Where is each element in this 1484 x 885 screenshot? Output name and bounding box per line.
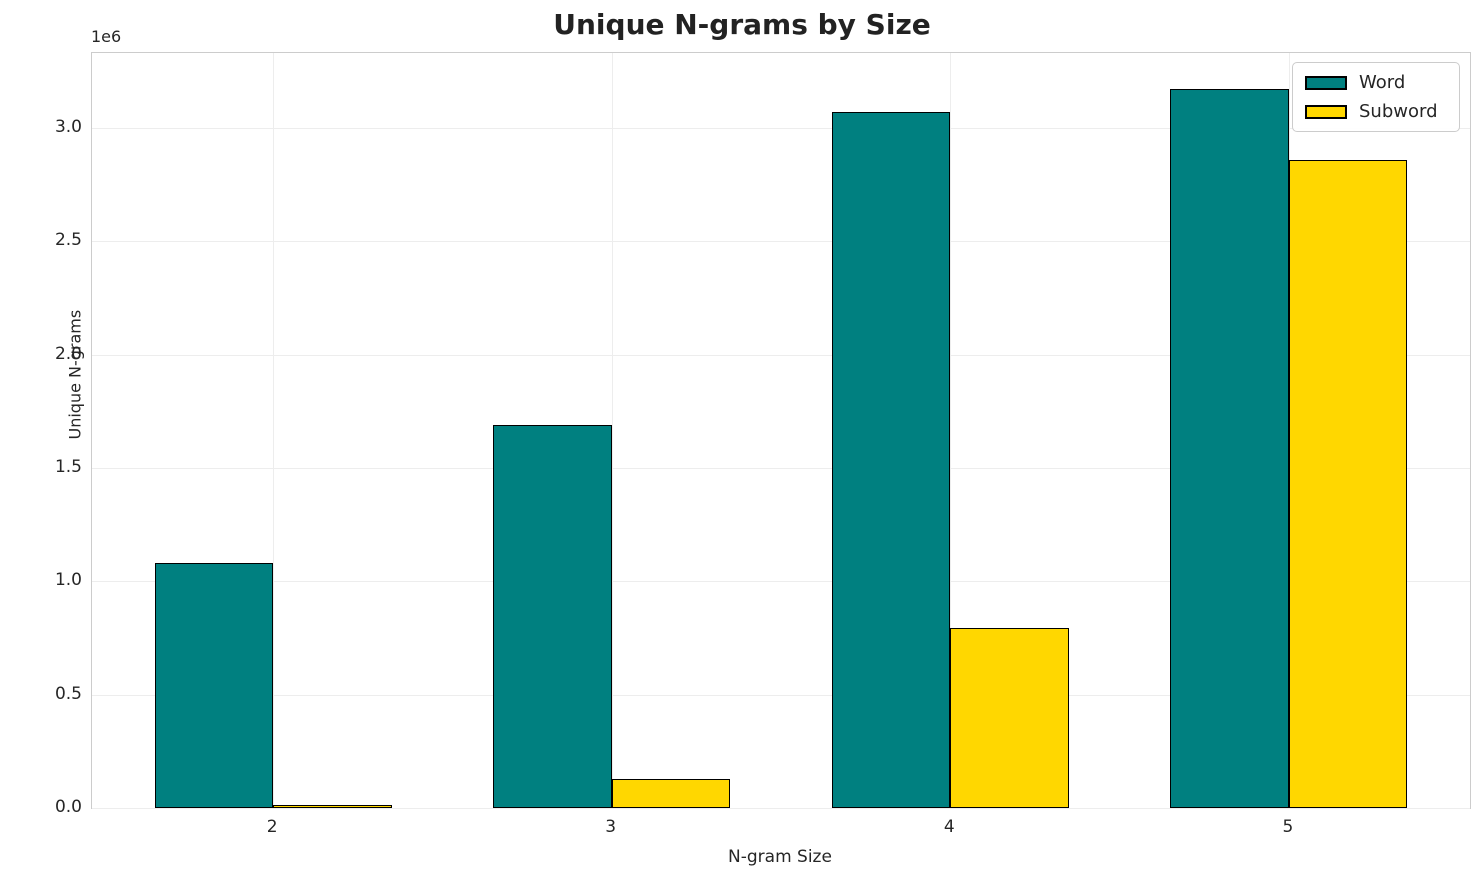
x-gridline <box>950 53 952 808</box>
x-tick-label: 4 <box>943 817 955 837</box>
x-gridline <box>273 53 275 808</box>
x-tick-label: 5 <box>1282 817 1294 837</box>
legend-item-word: Word <box>1305 72 1447 93</box>
y-gridline <box>92 808 1470 809</box>
y-tick-label: 0.5 <box>54 683 82 704</box>
chart-title: Unique N-grams by Size <box>553 8 931 41</box>
legend-item-subword: Subword <box>1305 101 1447 122</box>
legend: Word Subword <box>1292 62 1460 132</box>
word-bar-2 <box>154 563 274 808</box>
x-tick-label: 3 <box>605 817 617 837</box>
x-tick-label: 2 <box>266 817 278 837</box>
y-tick-label: 3.0 <box>54 116 82 137</box>
legend-label-subword: Subword <box>1359 101 1438 122</box>
y-tick-label: 0.0 <box>54 797 82 817</box>
y-axis-label: Unique N-grams <box>65 309 85 440</box>
word-bar-3 <box>493 424 612 808</box>
y-tick-label: 1.0 <box>54 570 82 591</box>
y-gridline <box>92 241 1470 243</box>
plot-area <box>91 52 1471 809</box>
y-axis-offset-label: 1e6 <box>91 27 122 46</box>
y-gridline <box>92 354 1470 356</box>
y-gridline <box>92 694 1470 696</box>
word-series-swatch <box>1305 75 1347 90</box>
y-tick-label: 2.0 <box>54 343 82 364</box>
y-gridline <box>92 467 1470 469</box>
y-tick-label: 2.5 <box>54 230 82 251</box>
y-tick-label: 1.5 <box>54 456 82 477</box>
x-axis-label: N-gram Size <box>728 847 832 867</box>
y-gridline <box>92 127 1470 129</box>
subword-bar-2 <box>273 804 392 808</box>
y-gridline <box>92 581 1470 583</box>
subword-series-swatch <box>1305 104 1347 119</box>
subword-bar-4 <box>950 627 1069 808</box>
x-gridline <box>611 53 613 808</box>
word-bar-4 <box>831 111 951 808</box>
subword-bar-3 <box>611 778 731 808</box>
word-bar-5 <box>1170 89 1289 808</box>
legend-label-word: Word <box>1359 72 1406 93</box>
subword-bar-5 <box>1288 159 1408 808</box>
